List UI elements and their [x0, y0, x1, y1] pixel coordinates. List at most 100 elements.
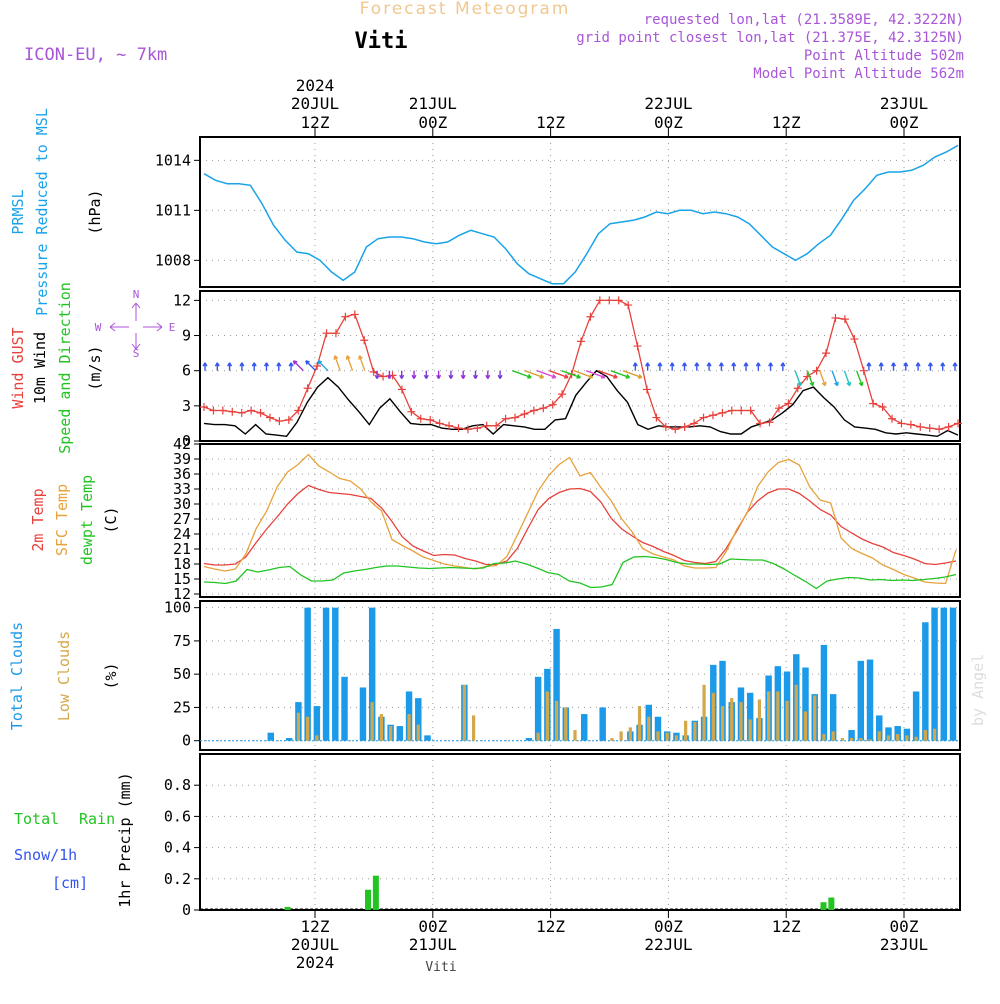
gust-marker	[840, 315, 849, 324]
wind-direction-arrow-icon	[288, 362, 294, 371]
wind10-line	[203, 369, 959, 438]
low-cloud-bar	[647, 716, 651, 741]
wind-direction-arrow-icon	[333, 355, 341, 371]
gust-marker	[944, 422, 953, 431]
low-cloud-bar	[693, 722, 697, 741]
wind-direction-arrow-icon	[681, 362, 688, 371]
total-cloud-bar	[866, 659, 874, 741]
y-tick-label: 0	[182, 901, 191, 919]
low-cloud-bar	[462, 684, 466, 741]
low-cloud-bar	[767, 691, 771, 741]
wind-direction-arrow-icon	[669, 362, 675, 371]
low-cloud-bar	[407, 714, 411, 741]
panel-frame	[199, 136, 961, 288]
total-cloud-bar	[940, 607, 948, 741]
gust-marker	[397, 385, 406, 394]
x-tick-date-label: 23JUL	[880, 935, 928, 954]
gust-marker	[369, 367, 378, 376]
wind-direction-arrow-icon	[460, 370, 466, 380]
total-cloud-bar	[857, 660, 865, 741]
gust-marker	[360, 336, 369, 345]
rain-bar	[828, 897, 835, 910]
x-tick-hour-label: 12Z	[536, 917, 565, 936]
gust-marker	[520, 410, 529, 419]
low-cloud-bar	[416, 724, 420, 741]
low-cloud-bar	[776, 691, 780, 741]
y-tick-label: 1008	[155, 251, 191, 269]
gust-marker	[888, 414, 897, 423]
gust-marker	[699, 413, 708, 422]
y-tick-label: 0.8	[164, 776, 191, 794]
gust-marker	[756, 419, 765, 428]
wind-direction-arrow-icon	[731, 362, 737, 371]
gust-marker	[284, 415, 293, 424]
sfc-line	[203, 453, 957, 585]
y-tick-label: 6	[182, 362, 191, 380]
gust-marker	[793, 384, 802, 393]
gust-marker	[595, 296, 604, 305]
total-cloud-bar	[829, 694, 837, 741]
y-tick-label: 0.2	[164, 870, 191, 888]
snow-unit: [cm]	[52, 874, 88, 892]
gust-marker	[878, 403, 887, 412]
gust-marker	[463, 425, 472, 434]
temp-unit: (C)	[102, 506, 120, 533]
point-altitude: Point Altitude 502m	[804, 48, 964, 64]
watermark: by Angel	[969, 654, 987, 726]
y-tick-label: 39	[173, 450, 191, 468]
gust-marker	[954, 419, 962, 428]
wind-direction-arrow-icon	[952, 362, 958, 371]
gust-marker	[925, 424, 934, 433]
gust-marker	[897, 419, 906, 428]
x-tick-hour-label: 12Z	[772, 113, 801, 132]
y-tick-label: 42	[173, 435, 191, 453]
gust-marker	[200, 403, 208, 412]
y-tick-label: 25	[173, 698, 191, 716]
total-cloud-bar	[341, 676, 348, 741]
pressure-line	[203, 144, 959, 285]
x-tick-hour-label: 00Z	[890, 113, 919, 132]
y-tick-label: 12	[173, 291, 191, 309]
compass-south: S	[133, 347, 140, 360]
wind-direction-arrow-icon	[831, 370, 839, 387]
gust-marker	[671, 425, 680, 434]
gust-marker	[642, 385, 651, 394]
rain-label-a: Total	[14, 810, 59, 828]
total-cloud-bar	[885, 727, 892, 741]
x-tick-date-label: 21JUL	[409, 935, 457, 954]
gust-marker	[341, 312, 350, 321]
gust-marker	[605, 296, 614, 305]
low-cloud-bar	[822, 734, 826, 741]
wind-direction-arrow-icon	[561, 370, 581, 379]
gust-marker	[473, 424, 482, 433]
model-altitude: Model Point Altitude 562m	[753, 66, 964, 82]
wind-direction-arrow-icon	[358, 355, 366, 371]
low-cloud-bar	[370, 702, 374, 741]
gust-marker	[774, 404, 783, 413]
low-cloud-bar	[739, 702, 743, 741]
x-tick-hour-label: 12Z	[301, 113, 330, 132]
gust-marker	[558, 390, 567, 399]
wind-direction-arrow-icon	[622, 370, 643, 379]
x-tick-hour-label: 00Z	[654, 113, 683, 132]
total-cloud-bar	[332, 607, 339, 741]
gust-marker	[586, 312, 595, 321]
total-cloud-bar	[553, 628, 560, 741]
low-cloud-bar	[720, 706, 725, 741]
wind-direction-arrow-icon	[794, 370, 802, 387]
low-cloud-bar	[536, 732, 540, 741]
gust-marker	[511, 413, 520, 422]
low-cloud-bar	[859, 738, 863, 741]
gust-marker	[247, 406, 256, 415]
total-cloud-label: Total Clouds	[8, 622, 26, 730]
total-cloud-bar	[424, 735, 431, 741]
wind-direction-arrow-icon	[448, 370, 454, 380]
x-tick-year-label: 2024	[296, 76, 335, 95]
y-tick-label: 0.6	[164, 807, 191, 825]
wind10-label: 10m Wind	[31, 332, 49, 404]
gust-marker	[539, 404, 548, 413]
x-tick-date-label: 22JUL	[644, 935, 692, 954]
compass-east: E	[169, 321, 176, 334]
y-tick-label: 24	[173, 525, 191, 543]
x-tick-hour-label: 12Z	[536, 113, 565, 132]
